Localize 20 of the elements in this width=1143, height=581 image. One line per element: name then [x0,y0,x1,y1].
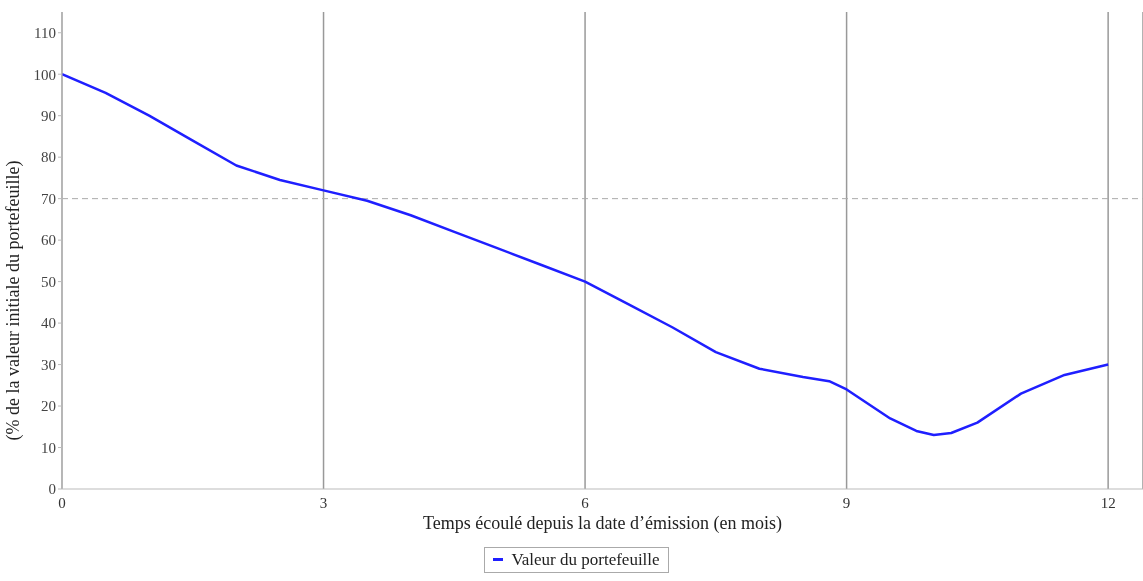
y-tick-label: 40 [41,315,56,332]
line-series [62,72,1110,437]
y-tick-label: 0 [48,481,56,498]
y-tick-label: 30 [41,356,56,373]
y-tick-label: 10 [41,439,56,456]
y-tick-label: 80 [41,149,56,166]
x-tick-label: 12 [1100,494,1116,511]
y-axis-title: (% de la valeur initiale du portefeuille) [3,160,25,441]
x-tick-label: 3 [319,494,328,511]
legend-label: Valeur du portefeuille [511,550,660,570]
y-tick-label: 50 [41,273,56,290]
y-tick-label: 70 [41,190,56,207]
x-axis-title: Temps écoulé depuis la date d’émission (en mois) [422,513,783,534]
y-tick-label: 60 [41,232,56,249]
y-tick-label: 100 [33,66,56,83]
x-tick-label: 6 [581,494,590,511]
y-tick-label: 90 [41,108,56,125]
x-tick-label: 9 [842,494,851,511]
y-tick-label: 110 [34,25,56,42]
y-tick-label: 20 [41,398,56,415]
